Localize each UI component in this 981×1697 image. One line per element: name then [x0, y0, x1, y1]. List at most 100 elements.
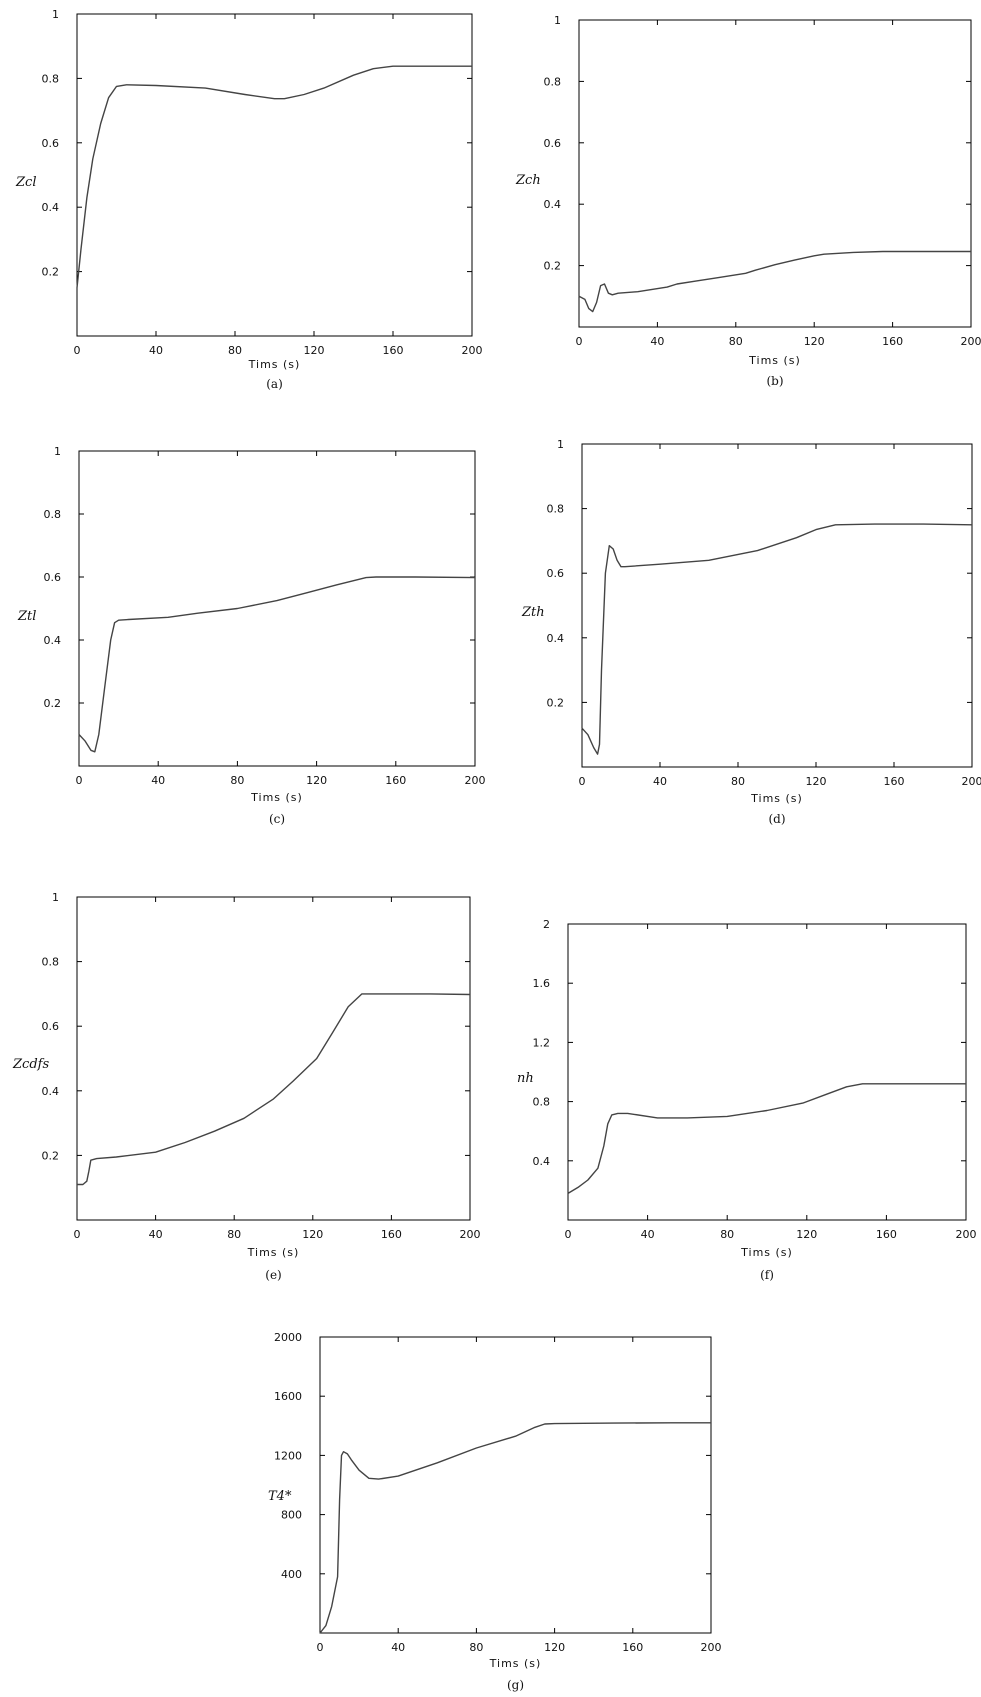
series-line-c — [78, 576, 476, 753]
plot-frame — [76, 13, 473, 337]
y-tick-label: 0.6 — [42, 137, 60, 150]
y-tick-label: 0.4 — [42, 201, 60, 214]
x-axis-label: Tims (s) — [247, 1246, 300, 1259]
x-tick-label: 120 — [804, 335, 825, 348]
x-tick-label: 40 — [653, 775, 667, 788]
x-tick-label: 120 — [304, 344, 325, 357]
y-tick-label: 800 — [281, 1509, 302, 1522]
x-tick-label: 120 — [806, 775, 827, 788]
y-axis-label: Zcl — [15, 175, 36, 190]
x-tick-label: 40 — [650, 335, 664, 348]
x-tick-label: 0 — [317, 1641, 324, 1654]
series-line-b — [578, 250, 971, 313]
plot-frame — [581, 443, 973, 768]
y-tick-label: 0.8 — [533, 1096, 551, 1109]
x-tick-label: 200 — [465, 774, 486, 787]
series-line-e — [77, 993, 471, 1186]
y-tick-label: 0.4 — [42, 1085, 60, 1098]
y-tick-label: 1.6 — [533, 977, 551, 990]
x-tick-label: 80 — [227, 1228, 241, 1241]
x-tick-label: 0 — [565, 1228, 572, 1241]
x-axis-label: Tims (s) — [740, 1246, 793, 1259]
y-axis-label: nh — [517, 1071, 534, 1086]
x-tick-label: 40 — [151, 774, 165, 787]
y-tick-label: 0.6 — [544, 137, 562, 150]
y-tick-label: 0.2 — [42, 266, 60, 279]
x-tick-label: 200 — [961, 335, 981, 348]
x-tick-label: 160 — [385, 774, 406, 787]
chart-b: 0 40 80 120 160 200 0.2 0.4 0.6 0.8 1 Tims (s) Zch (b… — [515, 14, 981, 388]
y-tick-label: 0.2 — [42, 1149, 60, 1162]
x-tick-label: 0 — [76, 774, 83, 787]
x-tick-label: 200 — [962, 775, 981, 788]
y-axis-label: Zcdfs — [12, 1057, 49, 1072]
chart-e: 0 40 80 120 160 200 0.2 0.4 0.6 0.8 1 Tims (s) Zcdfs… — [12, 891, 481, 1282]
y-axis-label: Zch — [515, 173, 541, 188]
x-tick-label: 80 — [720, 1228, 734, 1241]
chart-caption: (a) — [266, 377, 283, 391]
x-tick-label: 40 — [641, 1228, 655, 1241]
x-axis-label: Tims (s) — [748, 354, 801, 367]
y-tick-label: 400 — [281, 1568, 302, 1581]
x-tick-label: 160 — [882, 335, 903, 348]
x-tick-label: 160 — [622, 1641, 643, 1654]
chart-caption: (g) — [507, 1678, 524, 1692]
y-tick-label: 0.6 — [547, 567, 565, 580]
y-axis-label: T4* — [268, 1489, 292, 1504]
series-line-f — [567, 1083, 966, 1195]
x-tick-label: 200 — [701, 1641, 722, 1654]
x-axis-label: Tims (s) — [248, 358, 301, 371]
y-tick-label: 0.2 — [44, 697, 62, 710]
plot-frame — [76, 896, 471, 1221]
x-tick-label: 120 — [302, 1228, 323, 1241]
x-tick-label: 160 — [876, 1228, 897, 1241]
x-tick-label: 120 — [544, 1641, 565, 1654]
y-tick-label: 1200 — [274, 1449, 302, 1462]
x-tick-label: 0 — [576, 335, 583, 348]
y-tick-label: 1600 — [274, 1390, 302, 1403]
plot-frame — [578, 19, 972, 328]
y-tick-label: 0.8 — [547, 503, 565, 516]
x-tick-label: 160 — [383, 344, 404, 357]
series-line-g — [319, 1422, 711, 1634]
x-tick-label: 200 — [460, 1228, 481, 1241]
y-tick-label: 0.4 — [533, 1155, 551, 1168]
x-tick-label: 0 — [74, 1228, 81, 1241]
chart-caption: (e) — [265, 1268, 281, 1282]
y-tick-label: 0.2 — [544, 260, 562, 273]
y-tick-label: 1 — [52, 891, 59, 904]
x-tick-label: 200 — [462, 344, 483, 357]
chart-d: 0 40 80 120 160 200 0.2 0.4 0.6 0.8 1 Tims (s) Zth (d… — [521, 438, 981, 826]
x-tick-label: 160 — [884, 775, 905, 788]
y-tick-label: 0.4 — [544, 198, 562, 211]
chart-g: 0 40 80 120 160 200 400 800 1200 1600 2000 Tims (s)… — [268, 1331, 722, 1692]
y-tick-label: 1 — [52, 8, 59, 21]
x-axis-label: Tims (s) — [250, 791, 303, 804]
y-axis-label: Ztl — [17, 609, 36, 624]
y-tick-label: 0.8 — [44, 508, 62, 521]
x-axis-label: Tims (s) — [750, 792, 803, 805]
x-tick-label: 80 — [469, 1641, 483, 1654]
y-tick-label: 0.4 — [44, 634, 62, 647]
plot-frame — [567, 923, 967, 1221]
x-tick-label: 40 — [391, 1641, 405, 1654]
x-tick-label: 200 — [956, 1228, 977, 1241]
y-tick-label: 1 — [554, 14, 561, 27]
y-tick-label: 0.8 — [544, 75, 562, 88]
x-axis-label: Tims (s) — [489, 1657, 542, 1670]
y-tick-label: 0.6 — [44, 571, 62, 584]
chart-caption: (d) — [768, 812, 785, 826]
chart-a: 0 40 80 120 160 200 0.2 0.4 0.6 0.8 1 Tims (s) Zcl (a… — [15, 8, 483, 391]
series-line-d — [581, 523, 973, 755]
chart-caption: (b) — [766, 374, 783, 388]
y-axis-label: Zth — [521, 605, 545, 620]
chart-caption: (f) — [760, 1268, 774, 1282]
y-tick-label: 2 — [543, 918, 550, 931]
x-tick-label: 160 — [381, 1228, 402, 1241]
series-line-a — [76, 65, 472, 288]
x-tick-label: 40 — [149, 1228, 163, 1241]
x-tick-label: 120 — [796, 1228, 817, 1241]
y-tick-label: 0.8 — [42, 72, 60, 85]
y-tick-label: 1.2 — [533, 1036, 551, 1049]
